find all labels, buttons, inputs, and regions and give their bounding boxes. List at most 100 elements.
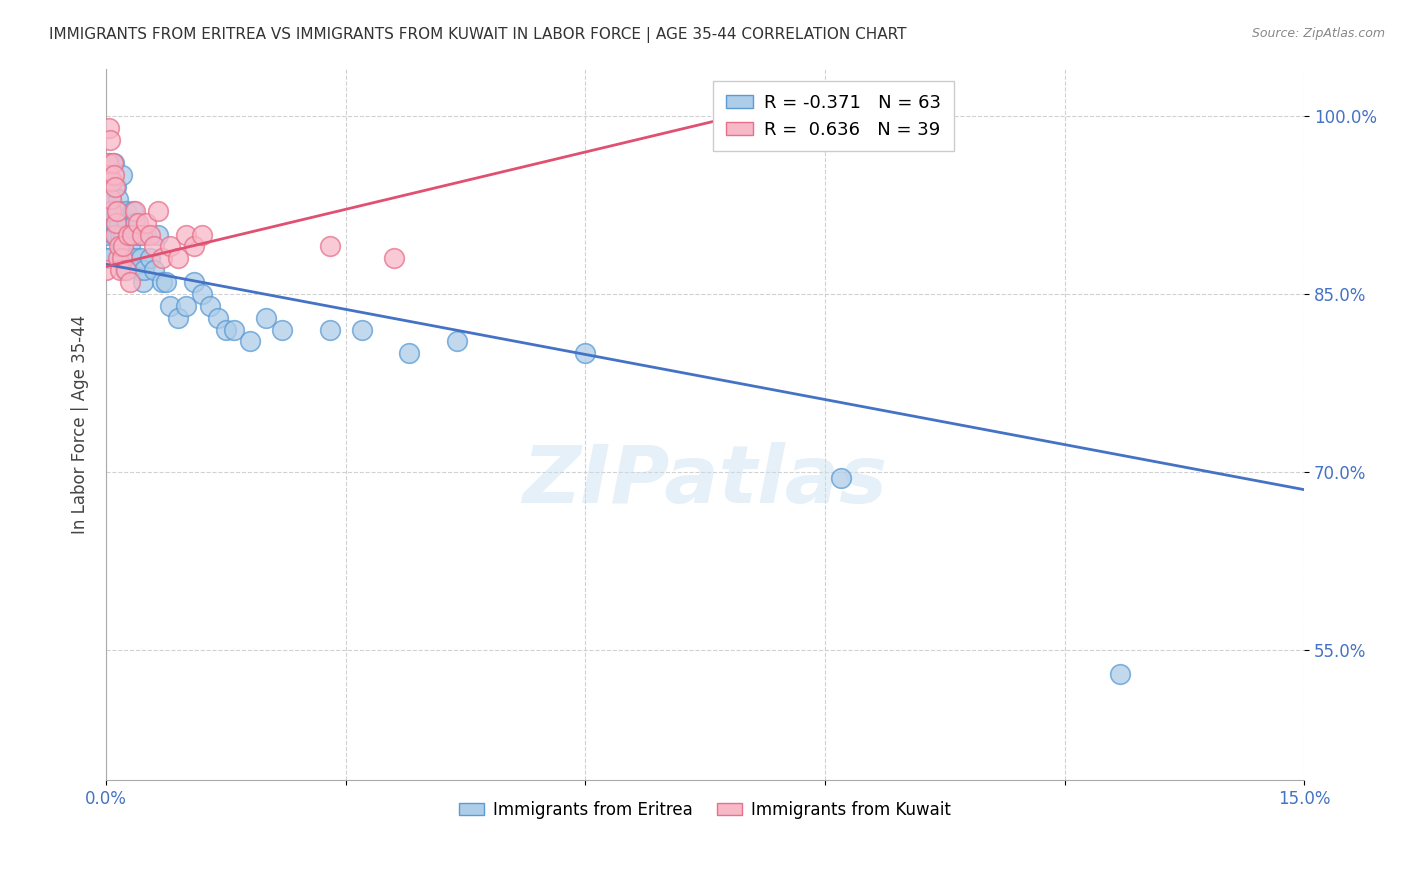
- Immigrants from Kuwait: [191, 227, 214, 242]
- Immigrants from Kuwait: [183, 239, 205, 253]
- Immigrants from Eritrea: [112, 239, 135, 253]
- Immigrants from Eritrea: [174, 299, 197, 313]
- Immigrants from Kuwait: [135, 216, 157, 230]
- Immigrants from Eritrea: [446, 334, 468, 349]
- Immigrants from Eritrea: [111, 169, 134, 183]
- Text: Source: ZipAtlas.com: Source: ZipAtlas.com: [1251, 27, 1385, 40]
- Immigrants from Kuwait: [101, 156, 124, 170]
- Immigrants from Eritrea: [124, 216, 146, 230]
- Immigrants from Kuwait: [318, 239, 340, 253]
- Immigrants from Eritrea: [191, 287, 214, 301]
- Immigrants from Kuwait: [107, 252, 129, 266]
- Immigrants from Kuwait: [110, 263, 132, 277]
- Immigrants from Eritrea: [155, 275, 177, 289]
- Immigrants from Kuwait: [103, 169, 125, 183]
- Immigrants from Kuwait: [118, 275, 141, 289]
- Immigrants from Eritrea: [108, 216, 131, 230]
- Immigrants from Eritrea: [142, 263, 165, 277]
- Immigrants from Eritrea: [198, 299, 221, 313]
- Immigrants from Kuwait: [98, 133, 121, 147]
- Immigrants from Eritrea: [115, 216, 138, 230]
- Immigrants from Kuwait: [98, 120, 121, 135]
- Immigrants from Eritrea: [215, 322, 238, 336]
- Immigrants from Eritrea: [104, 203, 127, 218]
- Immigrants from Eritrea: [1109, 666, 1132, 681]
- Immigrants from Eritrea: [104, 216, 127, 230]
- Immigrants from Kuwait: [124, 203, 146, 218]
- Immigrants from Eritrea: [103, 156, 125, 170]
- Immigrants from Eritrea: [100, 180, 122, 194]
- Immigrants from Kuwait: [104, 227, 127, 242]
- Immigrants from Eritrea: [115, 203, 138, 218]
- Immigrants from Eritrea: [107, 203, 129, 218]
- Immigrants from Kuwait: [101, 174, 124, 188]
- Immigrants from Kuwait: [104, 180, 127, 194]
- Immigrants from Eritrea: [128, 263, 150, 277]
- Immigrants from Eritrea: [101, 203, 124, 218]
- Immigrants from Eritrea: [183, 275, 205, 289]
- Immigrants from Eritrea: [110, 239, 132, 253]
- Immigrants from Eritrea: [830, 471, 852, 485]
- Immigrants from Eritrea: [114, 263, 136, 277]
- Immigrants from Kuwait: [127, 216, 149, 230]
- Immigrants from Kuwait: [159, 239, 181, 253]
- Immigrants from Eritrea: [254, 310, 277, 325]
- Immigrants from Kuwait: [150, 252, 173, 266]
- Text: IMMIGRANTS FROM ERITREA VS IMMIGRANTS FROM KUWAIT IN LABOR FORCE | AGE 35-44 COR: IMMIGRANTS FROM ERITREA VS IMMIGRANTS FR…: [49, 27, 907, 43]
- Legend: Immigrants from Eritrea, Immigrants from Kuwait: Immigrants from Eritrea, Immigrants from…: [453, 794, 957, 825]
- Immigrants from Eritrea: [135, 227, 157, 242]
- Immigrants from Eritrea: [270, 322, 292, 336]
- Immigrants from Eritrea: [105, 180, 128, 194]
- Immigrants from Kuwait: [131, 227, 153, 242]
- Immigrants from Eritrea: [131, 275, 153, 289]
- Immigrants from Eritrea: [94, 252, 117, 266]
- Immigrants from Eritrea: [146, 227, 169, 242]
- Immigrants from Eritrea: [222, 322, 245, 336]
- Immigrants from Kuwait: [97, 169, 120, 183]
- Immigrants from Eritrea: [117, 227, 139, 242]
- Immigrants from Kuwait: [382, 252, 405, 266]
- Immigrants from Eritrea: [134, 263, 156, 277]
- Immigrants from Eritrea: [398, 346, 420, 360]
- Immigrants from Kuwait: [146, 203, 169, 218]
- Immigrants from Eritrea: [107, 192, 129, 206]
- Immigrants from Kuwait: [117, 227, 139, 242]
- Immigrants from Eritrea: [159, 299, 181, 313]
- Immigrants from Eritrea: [101, 216, 124, 230]
- Immigrants from Kuwait: [174, 227, 197, 242]
- Immigrants from Eritrea: [125, 252, 148, 266]
- Immigrants from Eritrea: [98, 252, 121, 266]
- Immigrants from Kuwait: [105, 203, 128, 218]
- Immigrants from Kuwait: [96, 156, 118, 170]
- Immigrants from Kuwait: [121, 227, 143, 242]
- Immigrants from Eritrea: [103, 227, 125, 242]
- Immigrants from Eritrea: [118, 239, 141, 253]
- Immigrants from Eritrea: [98, 156, 121, 170]
- Immigrants from Kuwait: [139, 227, 162, 242]
- Immigrants from Eritrea: [207, 310, 229, 325]
- Immigrants from Eritrea: [97, 227, 120, 242]
- Immigrants from Eritrea: [129, 252, 152, 266]
- Immigrants from Kuwait: [100, 203, 122, 218]
- Immigrants from Eritrea: [121, 252, 143, 266]
- Immigrants from Eritrea: [139, 252, 162, 266]
- Immigrants from Kuwait: [100, 192, 122, 206]
- Immigrants from Eritrea: [574, 346, 596, 360]
- Immigrants from Kuwait: [142, 239, 165, 253]
- Immigrants from Eritrea: [127, 227, 149, 242]
- Immigrants from Eritrea: [100, 192, 122, 206]
- Immigrants from Kuwait: [94, 263, 117, 277]
- Immigrants from Eritrea: [111, 227, 134, 242]
- Immigrants from Eritrea: [239, 334, 262, 349]
- Immigrants from Eritrea: [105, 227, 128, 242]
- Immigrants from Kuwait: [107, 239, 129, 253]
- Immigrants from Kuwait: [734, 109, 756, 123]
- Immigrants from Kuwait: [112, 239, 135, 253]
- Immigrants from Kuwait: [115, 263, 138, 277]
- Immigrants from Eritrea: [96, 203, 118, 218]
- Y-axis label: In Labor Force | Age 35-44: In Labor Force | Age 35-44: [72, 315, 89, 534]
- Immigrants from Eritrea: [350, 322, 373, 336]
- Immigrants from Eritrea: [318, 322, 340, 336]
- Immigrants from Kuwait: [166, 252, 188, 266]
- Immigrants from Eritrea: [110, 227, 132, 242]
